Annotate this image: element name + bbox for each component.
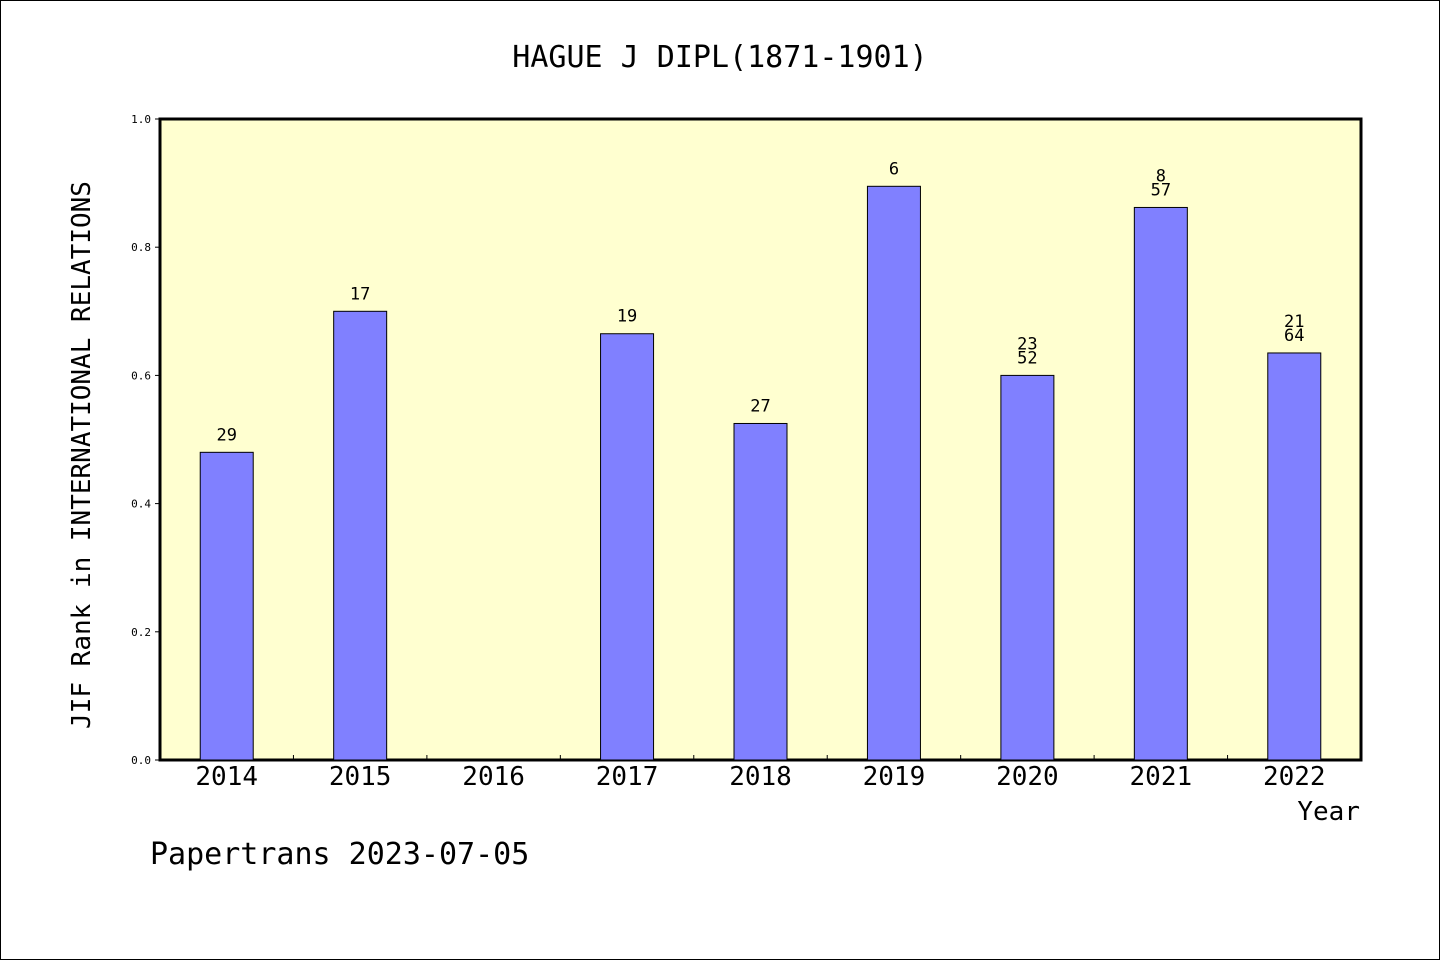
bar-label: 57 (1151, 180, 1171, 200)
x-tick-label: 2015 (329, 762, 392, 792)
bar-label: 23 (1017, 334, 1037, 354)
bar-label: 52 (1017, 348, 1037, 368)
footer-credit: Papertrans 2023-07-05 (150, 837, 529, 872)
bar-label: 8 (1156, 166, 1166, 186)
bar-2017 (600, 333, 655, 761)
bar-2020 (1000, 374, 1055, 761)
y-tick-label: 0.0 (131, 754, 151, 767)
bar-label: 64 (1284, 326, 1304, 346)
y-tick-label: 0.4 (131, 498, 151, 511)
y-tick-label: 0.6 (131, 369, 151, 382)
bar-2015 (333, 310, 388, 761)
x-tick-label: 2022 (1263, 762, 1326, 792)
bar-label: 6 (889, 159, 899, 179)
x-tick-label: 2019 (863, 762, 926, 792)
bars (199, 185, 1322, 761)
x-tick-label: 2014 (195, 762, 258, 792)
y-tick-label: 0.2 (131, 626, 151, 639)
y-tick-label: 0.8 (131, 241, 151, 254)
x-tick-label: 2020 (996, 762, 1059, 792)
bar-2019 (866, 185, 921, 761)
y-tick-label: 1.0 (131, 113, 151, 126)
bar-label: 19 (617, 307, 637, 327)
bar-2014 (199, 451, 254, 761)
bar-2018 (733, 422, 788, 761)
x-tick-label: 2016 (462, 762, 525, 792)
bar-2022 (1267, 352, 1322, 761)
x-axis-title: Year (1297, 797, 1360, 827)
y-axis: 0.0 0.2 0.4 0.6 0.8 1.0 (131, 113, 160, 767)
x-axis: 2014 2015 2016 2017 2018 2019 2020 2021 2022 (195, 755, 1326, 792)
x-tick-label: 2018 (729, 762, 792, 792)
bar-label: 27 (750, 396, 770, 416)
x-tick-label: 2021 (1130, 762, 1193, 792)
chart-title: HAGUE J DIPL(1871-1901) (512, 40, 927, 75)
bar-2021 (1133, 206, 1188, 761)
bar-label: 29 (216, 425, 236, 445)
bar-label: 17 (350, 284, 370, 304)
y-axis-title: JIF Rank in INTERNATIONAL RELATIONS (67, 181, 97, 729)
x-tick-label: 2017 (596, 762, 659, 792)
bar-label: 21 (1284, 312, 1304, 332)
